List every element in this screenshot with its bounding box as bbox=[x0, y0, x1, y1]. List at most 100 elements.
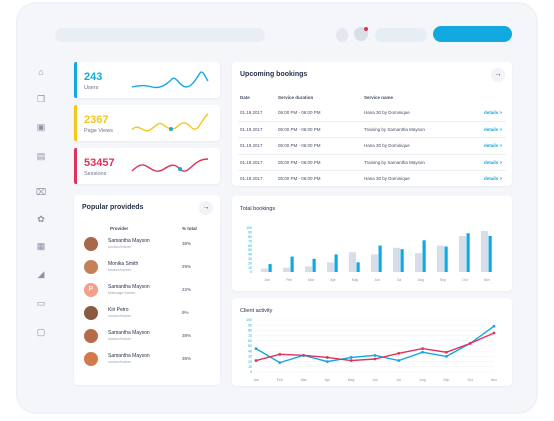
avatar bbox=[84, 329, 98, 343]
provider-role: london/trainer bbox=[108, 268, 132, 272]
series-1-point bbox=[397, 359, 401, 362]
column-header: Service duration bbox=[278, 95, 314, 100]
arrow-right-icon[interactable]: → bbox=[491, 68, 505, 82]
y-tick-label: 90 bbox=[248, 323, 252, 327]
bar-series-2 bbox=[378, 245, 382, 272]
bar-series-1 bbox=[371, 254, 378, 272]
image-icon[interactable]: ▣ bbox=[36, 121, 46, 132]
card-title: Total bookings bbox=[240, 206, 276, 212]
booking-time: 05:00 PM - 06:00 PM bbox=[278, 126, 321, 132]
details-link[interactable]: details > bbox=[484, 176, 503, 181]
y-tick-label: 50 bbox=[248, 344, 252, 348]
gift-icon[interactable]: ✿ bbox=[37, 213, 45, 224]
provider-percent: 22% bbox=[182, 287, 192, 292]
y-tick-label: 50 bbox=[248, 248, 252, 252]
y-tick-label: 80 bbox=[248, 329, 252, 333]
series-1-point bbox=[349, 356, 353, 359]
booking-time: 05:00 PM - 06:00 PM bbox=[278, 159, 321, 165]
series-1-point bbox=[421, 350, 424, 354]
arrow-right-icon[interactable]: → bbox=[199, 201, 213, 215]
booking-service: Hana 30 by Dominique bbox=[364, 110, 410, 115]
y-tick-label: 10 bbox=[248, 365, 252, 369]
details-link[interactable]: details > bbox=[484, 110, 503, 115]
y-tick-label: 20 bbox=[248, 360, 252, 364]
chat-icon[interactable]: ▢ bbox=[36, 326, 46, 337]
x-tick-label: Jun bbox=[372, 378, 378, 382]
series-1-point bbox=[278, 361, 282, 365]
x-tick-label: Oct bbox=[467, 378, 472, 382]
x-tick-label: Jul bbox=[397, 278, 402, 282]
stat-accent bbox=[74, 148, 77, 184]
trash-icon[interactable]: ⌧ bbox=[35, 186, 47, 197]
bar-series-2 bbox=[268, 264, 272, 272]
column-header: Service name bbox=[364, 95, 394, 100]
provider-name: Samantha Mayson bbox=[108, 238, 150, 244]
primary-action-button[interactable] bbox=[433, 26, 512, 42]
y-tick-label: 0 bbox=[250, 370, 252, 374]
bar-series-1 bbox=[481, 231, 488, 272]
series-2-point bbox=[349, 359, 353, 362]
avatar bbox=[84, 306, 98, 320]
provider-role: london/trainer bbox=[108, 360, 132, 364]
x-tick-label: Feb bbox=[286, 278, 292, 282]
column-header: % total bbox=[182, 226, 197, 231]
x-tick-label: Jun bbox=[374, 278, 380, 282]
x-tick-label: Jan bbox=[253, 378, 259, 382]
booking-date: 01.19.2017 bbox=[240, 110, 263, 115]
x-tick-label: Feb bbox=[277, 378, 283, 382]
x-tick-label: Jul bbox=[397, 378, 402, 382]
x-tick-label: May bbox=[352, 278, 359, 282]
provider-percent: 29% bbox=[182, 264, 192, 269]
provider-name: Samantha Mayson bbox=[108, 353, 150, 359]
x-tick-label: Nov bbox=[484, 278, 490, 282]
series-2-point bbox=[468, 342, 472, 345]
y-tick-label: 80 bbox=[248, 235, 252, 239]
series-2-point bbox=[373, 357, 377, 361]
stat-card-users[interactable]: 243 Users bbox=[74, 62, 220, 98]
user-pill[interactable] bbox=[375, 28, 427, 42]
details-link[interactable]: details > bbox=[484, 143, 503, 148]
sessions-sparkline bbox=[131, 158, 209, 172]
provider-name: Kiri Petro bbox=[108, 307, 129, 313]
stat-card-page-views[interactable]: 2367 Page Views bbox=[74, 105, 220, 141]
bar-series-2 bbox=[422, 240, 426, 272]
stat-accent bbox=[74, 62, 77, 98]
bar-series-1 bbox=[283, 267, 290, 272]
search-bar[interactable] bbox=[55, 28, 265, 42]
card-title: Popular provideds bbox=[82, 204, 144, 211]
y-tick-label: 20 bbox=[248, 261, 252, 265]
booking-date: 01.19.2017 bbox=[240, 143, 263, 148]
stat-card-sessions[interactable]: 53457 Sessions bbox=[74, 148, 220, 184]
series-1-point bbox=[373, 353, 377, 357]
megaphone-icon[interactable]: ◢ bbox=[37, 268, 45, 279]
x-tick-label: Nov bbox=[491, 378, 497, 382]
bar-series-2 bbox=[290, 256, 294, 272]
bank-icon[interactable]: ⌂ bbox=[38, 67, 44, 77]
y-tick-label: 60 bbox=[248, 339, 252, 343]
y-tick-label: 30 bbox=[248, 355, 252, 359]
provider-percent: 9% bbox=[182, 310, 189, 315]
details-link[interactable]: details > bbox=[484, 159, 503, 165]
x-tick-label: Sep bbox=[440, 278, 446, 282]
series-2-point bbox=[397, 351, 401, 355]
bar-series-2 bbox=[334, 254, 338, 272]
y-tick-label: 40 bbox=[248, 253, 252, 257]
x-tick-label: Apr bbox=[330, 278, 336, 282]
files-icon[interactable]: ▤ bbox=[36, 150, 46, 161]
y-tick-label: 40 bbox=[248, 349, 252, 353]
y-tick-label: 0 bbox=[250, 270, 252, 274]
bar-series-2 bbox=[488, 235, 492, 272]
upcoming-bookings-card: Upcoming bookings → Date Service duratio… bbox=[232, 62, 512, 186]
monitor-icon[interactable]: ▭ bbox=[36, 297, 46, 308]
bell-icon[interactable] bbox=[336, 28, 348, 42]
row-divider bbox=[238, 153, 506, 155]
grid-icon[interactable]: ▦ bbox=[36, 240, 46, 251]
x-tick-label: Sep bbox=[443, 378, 449, 382]
provider-percent: 38% bbox=[182, 333, 192, 338]
details-link[interactable]: details > bbox=[484, 126, 503, 132]
x-tick-label: May bbox=[348, 378, 355, 382]
copy-icon[interactable]: ❐ bbox=[36, 93, 46, 104]
series-2-point bbox=[445, 350, 448, 354]
